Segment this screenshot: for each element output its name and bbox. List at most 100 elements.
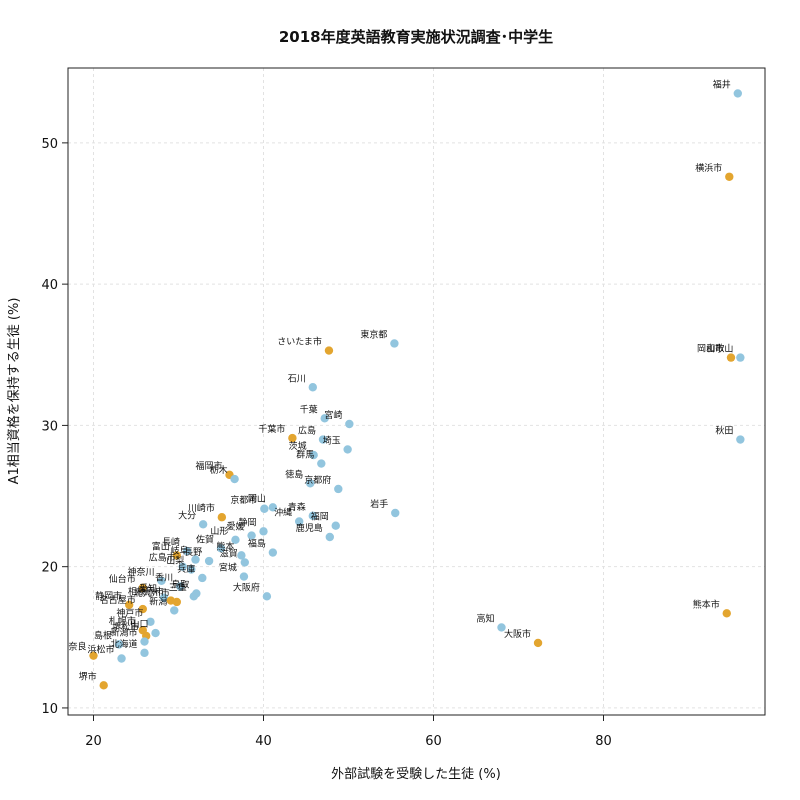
- data-point: [722, 609, 731, 618]
- data-point: [736, 435, 745, 444]
- data-label: 福島: [248, 538, 266, 550]
- data-point: [237, 551, 246, 560]
- data-point: [217, 513, 227, 522]
- y-tick-label: 40: [41, 278, 58, 293]
- data-point: [114, 640, 124, 649]
- y-tick-label: 10: [41, 702, 58, 717]
- data-label: 新潟市: [110, 627, 137, 639]
- data-label: 岐阜: [170, 545, 188, 557]
- data-label: 北九州市: [134, 587, 170, 599]
- data-label: 愛知: [139, 583, 157, 595]
- data-label: 長崎: [162, 536, 180, 548]
- y-axis-label: A1相当資格を保持する生徒 (%): [6, 298, 22, 485]
- data-point: [204, 556, 214, 566]
- data-point: [189, 592, 198, 601]
- data-label: 北海道: [110, 638, 137, 650]
- data-point: [345, 419, 354, 429]
- data-point: [239, 572, 249, 581]
- data-point: [533, 638, 543, 648]
- data-label: 埼玉: [323, 434, 341, 446]
- data-label: 三重: [169, 581, 187, 593]
- data-point: [157, 576, 166, 585]
- data-point: [308, 383, 317, 392]
- data-label: 香川: [155, 572, 173, 583]
- data-label: 愛媛: [227, 521, 245, 533]
- data-point: [89, 651, 98, 660]
- data-point: [247, 531, 256, 540]
- data-label: 熊本: [216, 540, 234, 552]
- data-point: [198, 520, 208, 529]
- data-label: 高知: [476, 612, 494, 624]
- data-label: 浜松市: [88, 643, 115, 655]
- chart-title: 2018年度英語教育実施状況調査･中学生: [279, 28, 553, 46]
- data-point: [726, 353, 736, 362]
- data-point: [216, 544, 226, 553]
- data-point: [306, 479, 315, 488]
- data-point: [288, 433, 297, 443]
- data-point: [309, 450, 318, 460]
- data-label: 島根: [94, 629, 112, 641]
- data-label: 広島: [298, 425, 316, 437]
- data-point: [733, 89, 742, 98]
- data-point: [268, 503, 278, 512]
- data-point: [390, 339, 399, 348]
- data-point: [231, 535, 240, 545]
- data-point: [325, 532, 334, 542]
- data-label: 茨城: [289, 440, 307, 452]
- data-point: [182, 546, 192, 556]
- data-label: 長野: [184, 547, 202, 558]
- data-point: [324, 346, 334, 355]
- data-point: [170, 606, 179, 615]
- data-point: [140, 637, 149, 646]
- data-label: 神奈川: [127, 566, 154, 578]
- data-point: [259, 527, 268, 536]
- data-label: 大分: [178, 509, 196, 521]
- data-point: [262, 592, 272, 601]
- data-label: 群馬: [296, 449, 314, 461]
- data-points: [89, 89, 745, 690]
- data-point: [178, 562, 187, 571]
- x-tick-label: 80: [595, 734, 612, 749]
- data-label: 鳥取: [171, 579, 189, 591]
- axis-ticks: 20 40 60 80 10 20 30 40 50: [41, 137, 611, 749]
- data-label: 千葉市: [258, 423, 285, 435]
- data-label: 石川: [288, 374, 306, 384]
- data-point: [391, 508, 400, 518]
- data-point: [331, 521, 340, 530]
- data-label: 堺松市: [112, 621, 139, 633]
- data-label: 川崎市: [188, 502, 215, 514]
- data-label: 相模原市: [128, 586, 164, 598]
- data-label: 京都府: [304, 474, 331, 486]
- data-label: 岡山: [248, 493, 266, 504]
- data-point: [497, 623, 506, 632]
- data-label: 兵庫: [177, 563, 195, 575]
- data-point: [295, 517, 304, 526]
- data-point: [176, 582, 185, 591]
- data-label: 大阪市: [504, 628, 531, 640]
- data-label: さいたま市: [277, 336, 322, 348]
- data-label: 熊本市: [693, 598, 720, 610]
- data-label: 宮崎: [324, 409, 342, 421]
- data-point: [191, 555, 200, 564]
- data-point: [343, 445, 352, 454]
- data-label: 徳島: [285, 468, 303, 480]
- data-point: [230, 474, 239, 484]
- x-tick-label: 60: [425, 734, 442, 749]
- data-label: 青森: [288, 501, 306, 513]
- data-label: 富山: [152, 540, 170, 552]
- data-label: 神戸市: [116, 607, 143, 619]
- x-tick-label: 20: [85, 734, 102, 749]
- data-label: 秋田: [715, 425, 733, 437]
- data-label: 宮城: [219, 562, 237, 574]
- data-label: 名古屋市: [100, 594, 136, 606]
- data-label: 堺市: [79, 670, 97, 682]
- data-point: [172, 551, 181, 560]
- data-point: [268, 548, 278, 557]
- data-label: 大阪府: [233, 581, 260, 593]
- data-point: [240, 558, 249, 567]
- data-point: [125, 600, 134, 610]
- data-point: [138, 604, 147, 614]
- data-label: 奈良: [68, 641, 86, 653]
